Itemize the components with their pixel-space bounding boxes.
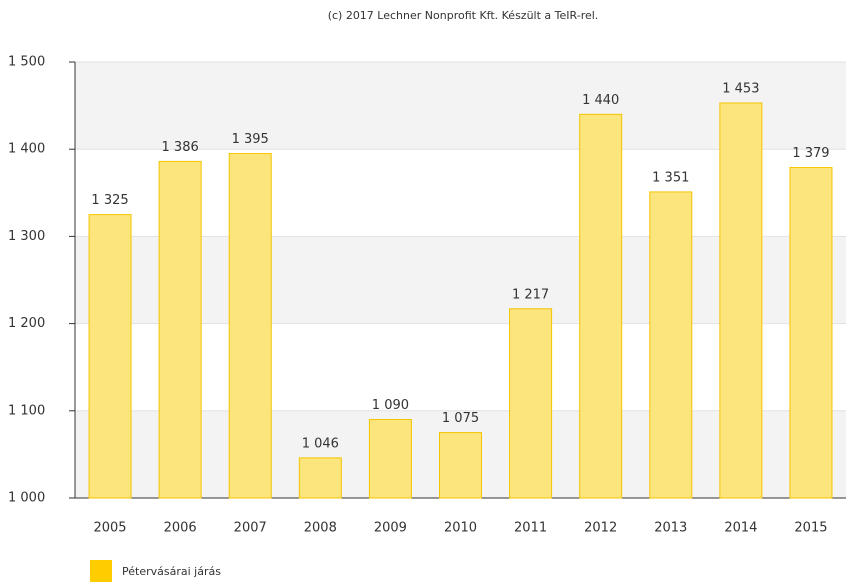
x-tick-label: 2006 xyxy=(164,521,197,536)
bar xyxy=(789,167,833,499)
value-label: 1 395 xyxy=(232,132,269,147)
plot-band xyxy=(75,62,846,150)
bar xyxy=(649,191,693,499)
x-tick-label: 2005 xyxy=(93,521,126,536)
bar xyxy=(719,102,763,499)
value-label: 1 386 xyxy=(162,140,199,155)
bar xyxy=(439,432,482,499)
x-tick-label: 2008 xyxy=(304,521,337,536)
bar xyxy=(368,419,412,499)
x-tick-label: 2009 xyxy=(374,521,407,536)
value-label: 1 090 xyxy=(372,398,409,413)
bar xyxy=(228,153,272,499)
chart-title: (c) 2017 Lechner Nonprofit Kft. Készült … xyxy=(328,9,599,22)
value-label: 1 351 xyxy=(652,170,689,185)
x-tick-label: 2010 xyxy=(444,521,477,536)
y-tick-label: 1 100 xyxy=(8,403,45,418)
value-label: 1 440 xyxy=(582,93,619,108)
legend-label: Pétervásárai járás xyxy=(122,565,221,578)
value-label: 1 217 xyxy=(512,287,549,302)
plot-band xyxy=(75,236,846,324)
x-tick-label: 2015 xyxy=(794,521,827,536)
y-tick-label: 1 300 xyxy=(8,229,45,244)
x-tick-label: 2014 xyxy=(724,521,757,536)
y-tick-label: 1 000 xyxy=(8,491,45,506)
bar xyxy=(298,457,342,499)
value-label: 1 046 xyxy=(302,436,339,451)
value-label: 1 325 xyxy=(91,193,128,208)
value-label: 1 075 xyxy=(442,411,479,426)
value-label: 1 453 xyxy=(722,81,759,96)
y-tick-label: 1 200 xyxy=(8,316,45,331)
x-tick-label: 2011 xyxy=(514,521,547,536)
bar xyxy=(88,214,132,499)
bar xyxy=(509,308,553,499)
y-tick-label: 1 500 xyxy=(8,55,45,70)
y-tick-label: 1 400 xyxy=(8,142,45,157)
legend-swatch xyxy=(90,560,112,582)
x-tick-label: 2012 xyxy=(584,521,617,536)
bar xyxy=(579,113,623,499)
x-tick-label: 2007 xyxy=(234,521,267,536)
bar xyxy=(158,160,202,499)
x-tick-label: 2013 xyxy=(654,521,687,536)
value-label: 1 379 xyxy=(792,146,829,161)
